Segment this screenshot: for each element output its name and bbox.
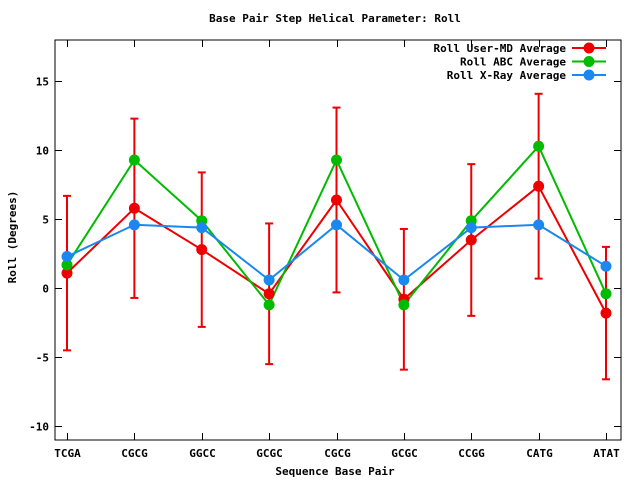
x-tick-label: CCGG <box>458 447 485 460</box>
series-2-point <box>533 140 545 152</box>
legend-marker <box>583 69 595 81</box>
series-1-point <box>331 194 342 206</box>
series-3-point <box>600 260 612 272</box>
y-axis-label: Roll (Degrees) <box>6 191 19 284</box>
series-2-point <box>600 288 612 300</box>
series-2-point <box>263 299 275 311</box>
series-1-point <box>465 234 477 246</box>
y-tick-label: -5 <box>36 352 49 365</box>
series-2-point <box>61 259 73 271</box>
series-1-point <box>533 180 545 192</box>
legend-marker <box>583 56 595 67</box>
series-3-point <box>533 219 545 231</box>
series-2-point <box>331 154 342 166</box>
series-1-point <box>61 267 73 279</box>
y-tick-label: 0 <box>42 283 49 296</box>
series-3-point <box>128 219 140 231</box>
legend-label: Roll X-Ray Average <box>447 69 567 82</box>
series-3-point <box>196 222 208 234</box>
y-tick-label: -10 <box>29 421 49 434</box>
legend-label: Roll ABC Average <box>460 56 566 69</box>
series-3-point <box>61 251 73 263</box>
x-tick-label: CATG <box>526 447 553 460</box>
legend-label: Roll User-MD Average <box>434 42 567 55</box>
axes: -10 -5 0 5 10 15 TCGA CGCG GGCC GCGC CGCG GCGC CCGG C… <box>29 39 622 460</box>
x-tick-label: GGCC <box>189 447 216 460</box>
chart-title: Base Pair Step Helical Parameter: Roll <box>209 12 461 25</box>
series-3-point <box>263 274 275 286</box>
x-axis-label: Sequence Base Pair <box>275 465 395 478</box>
y-tick-label: 15 <box>36 76 49 89</box>
plot-area <box>61 92 612 381</box>
x-tick-label: CGCG <box>324 447 351 460</box>
series-3-point <box>398 274 410 286</box>
series-1-point <box>128 202 140 214</box>
series-2-point <box>128 154 140 166</box>
series-1-point <box>196 244 208 256</box>
series-1-point <box>600 307 612 319</box>
series-3-point <box>331 219 342 231</box>
series-3-point <box>465 222 477 234</box>
y-tick-label: 10 <box>36 145 49 158</box>
x-tick-label: TCGA <box>54 447 81 460</box>
x-tick-label: ATAT <box>593 447 620 460</box>
x-tick-label: GCGC <box>391 447 418 460</box>
x-tick-label: CGCG <box>121 447 148 460</box>
x-tick-label: GCGC <box>256 447 283 460</box>
series-2-point <box>398 299 410 311</box>
series-1-point <box>263 288 275 300</box>
legend-marker <box>583 42 595 54</box>
y-tick-label: 5 <box>42 214 49 227</box>
